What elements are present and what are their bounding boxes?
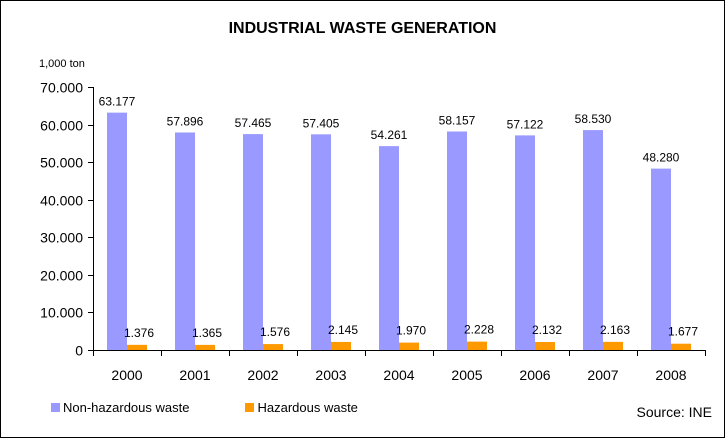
data-label-non-hazardous: 58.157 [439, 113, 476, 127]
bar-non-hazardous [583, 130, 603, 350]
bar-non-hazardous [311, 134, 331, 350]
bar-hazardous [399, 342, 419, 350]
x-tick-label: 2000 [111, 367, 142, 383]
data-label-hazardous: 1.376 [124, 326, 154, 340]
bar-hazardous [603, 341, 623, 350]
legend-item-hazardous: Hazardous waste [245, 400, 358, 415]
data-label-non-hazardous: 57.122 [507, 117, 544, 131]
x-tick-label: 2008 [655, 367, 686, 383]
chart-title: INDUSTRIAL WASTE GENERATION [228, 20, 497, 37]
data-labels: 63.177 1.376 57.896 1.365 57.465 1.576 57.405 2… [99, 95, 699, 340]
y-tick-label: 50.000 [40, 155, 83, 171]
x-tick-label: 2006 [519, 367, 550, 383]
y-tick-label: 10.000 [40, 305, 83, 321]
x-tick-label: 2003 [315, 367, 346, 383]
data-label-non-hazardous: 48.280 [643, 151, 680, 165]
data-label-hazardous: 2.132 [532, 323, 562, 337]
bar-hazardous [671, 343, 691, 350]
bar-hazardous [535, 341, 555, 350]
legend: Non-hazardous waste Hazardous waste [51, 400, 414, 415]
bar-non-hazardous [175, 132, 195, 350]
legend-item-non-hazardous: Non-hazardous waste [51, 400, 189, 415]
bars [107, 112, 691, 351]
bar-hazardous [331, 341, 351, 350]
x-tick-label: 2005 [451, 367, 482, 383]
y-tick-label: 40.000 [40, 193, 83, 209]
source-note: Source: INE [636, 404, 712, 420]
y-tick-label: 30.000 [40, 230, 83, 246]
legend-swatch-hazardous [245, 403, 255, 412]
data-label-non-hazardous: 54.261 [371, 128, 408, 142]
data-label-hazardous: 1.365 [192, 326, 222, 340]
bar-non-hazardous [107, 112, 127, 351]
y-tick-label: 70.000 [40, 80, 83, 96]
data-label-hazardous: 2.145 [328, 323, 358, 337]
bar-non-hazardous [379, 146, 399, 350]
x-tick-label: 2001 [179, 367, 210, 383]
legend-label-hazardous: Hazardous waste [257, 400, 358, 415]
x-tick-label: 2007 [587, 367, 618, 383]
data-label-non-hazardous: 57.465 [235, 116, 272, 130]
y-tick-label: 60.000 [40, 118, 83, 134]
x-tick-label: 2002 [247, 367, 278, 383]
data-label-hazardous: 2.163 [600, 323, 630, 337]
bar-non-hazardous [651, 168, 671, 350]
data-label-hazardous: 2.228 [464, 323, 494, 337]
x-tick-label: 2004 [383, 367, 414, 383]
bar-non-hazardous [243, 134, 263, 350]
y-tick-label: 0 [75, 343, 83, 359]
bar-non-hazardous [447, 131, 467, 350]
data-label-hazardous: 1.677 [668, 325, 698, 339]
axes: 0 10.000 20.000 30.000 40.000 50.000 60.000 70.… [40, 80, 706, 383]
data-label-hazardous: 1.970 [396, 324, 426, 338]
legend-label-non-hazardous: Non-hazardous waste [63, 400, 190, 415]
data-label-non-hazardous: 58.530 [575, 112, 612, 126]
data-label-non-hazardous: 57.405 [303, 116, 340, 130]
data-label-hazardous: 1.576 [260, 325, 290, 339]
bar-hazardous [195, 344, 215, 350]
bar-hazardous [127, 344, 147, 350]
y-tick-label: 20.000 [40, 268, 83, 284]
bar-hazardous [467, 341, 487, 350]
data-label-non-hazardous: 57.896 [167, 114, 204, 128]
y-axis-unit-label: 1,000 ton [39, 58, 85, 70]
bar-hazardous [263, 344, 283, 350]
legend-swatch-non-hazardous [51, 403, 60, 412]
data-label-non-hazardous: 63.177 [99, 95, 136, 109]
bar-non-hazardous [515, 135, 535, 350]
